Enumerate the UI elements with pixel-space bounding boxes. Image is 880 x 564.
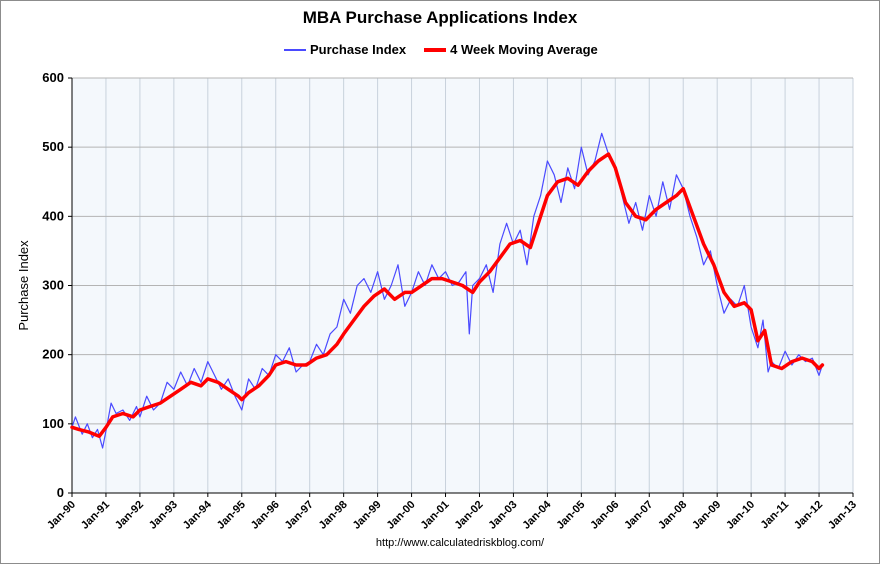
x-tick-label: Jan-95: [215, 499, 248, 532]
y-tick-label: 400: [42, 208, 64, 223]
y-tick-label: 100: [42, 416, 64, 431]
series-line-purchase-index: [71, 132, 824, 449]
y-tick-label: 600: [42, 70, 64, 85]
x-tick-label: Jan-10: [724, 499, 757, 532]
x-tick-label: Jan-13: [826, 499, 859, 532]
x-tick-label: Jan-91: [79, 499, 112, 532]
x-tick-label: Jan-04: [520, 498, 554, 532]
x-tick-label: Jan-06: [588, 499, 621, 532]
y-tick-label: 500: [42, 139, 64, 154]
x-tick-label: Jan-02: [452, 499, 485, 532]
x-tick-label: Jan-07: [622, 499, 655, 532]
legend-swatch-moving-average: [424, 47, 447, 52]
x-tick-label: Jan-90: [45, 499, 78, 532]
x-tick-label: Jan-09: [690, 499, 723, 532]
legend: Purchase Index 4 Week Moving Average: [284, 42, 616, 57]
x-tick-label: Jan-93: [147, 499, 180, 532]
legend-item-moving-average: 4 Week Moving Average: [424, 42, 598, 57]
legend-swatch-purchase-index: [284, 48, 306, 51]
x-tick-label: Jan-03: [486, 499, 519, 532]
legend-label-moving-average: 4 Week Moving Average: [450, 42, 598, 57]
y-tick-label: 0: [57, 485, 64, 500]
x-tick-label: Jan-99: [351, 499, 384, 532]
x-tick-label: Jan-12: [792, 499, 825, 532]
x-tick-label: Jan-01: [419, 499, 452, 532]
y-tick-label: 300: [42, 278, 64, 293]
x-tick-label: Jan-98: [317, 499, 350, 532]
x-tick-label: Jan-92: [113, 499, 146, 532]
x-tick-label: Jan-08: [656, 499, 689, 532]
legend-item-purchase-index: Purchase Index: [284, 42, 406, 57]
y-tick-label: 200: [42, 347, 64, 362]
source-url: http://www.calculatedriskblog.com/: [375, 537, 545, 549]
x-tick-label: Jan-94: [181, 498, 215, 532]
x-tick-label: Jan-00: [385, 499, 418, 532]
x-tick-label: Jan-11: [759, 499, 792, 532]
legend-label-purchase-index: Purchase Index: [310, 42, 407, 57]
x-tick-label: Jan-05: [554, 499, 587, 532]
y-axis-title: Purchase Index: [16, 240, 31, 331]
chart-title: MBA Purchase Applications Index: [302, 8, 578, 27]
series-line-moving-average: [70, 152, 825, 439]
x-tick-label: Jan-97: [283, 499, 316, 532]
x-tick-label: Jan-96: [249, 499, 282, 532]
